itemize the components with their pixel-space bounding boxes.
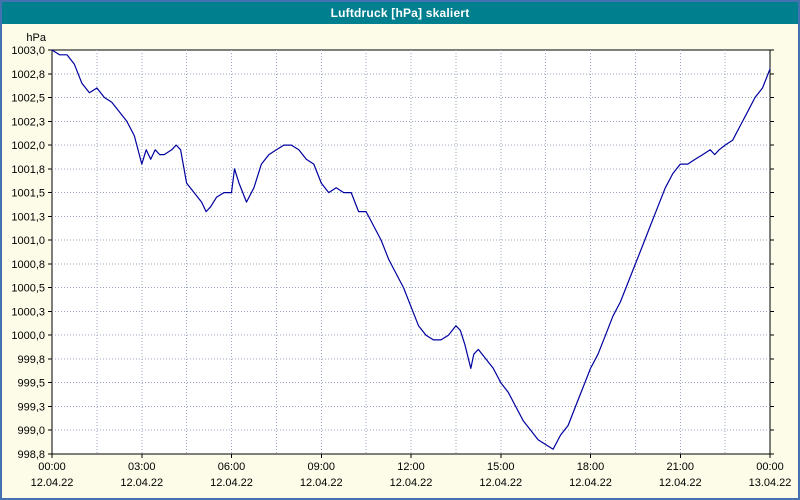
y-axis-tick-label: 999,3 [17, 401, 45, 413]
x-axis-date-label: 12.04.22 [31, 477, 74, 489]
x-axis-time-label: 09:00 [307, 461, 335, 473]
x-axis-date-label: 12.04.22 [120, 477, 163, 489]
window-title: Luftdruck [hPa] skaliert [330, 6, 470, 20]
pressure-chart: 1003,0 1002,8 1002,5 1002,3 1002,0 1001,8 1001… [11, 32, 792, 489]
y-axis-tick-label: 1003,0 [11, 45, 45, 57]
x-axis-date-label: 12.04.22 [210, 477, 253, 489]
x-axis-date-label: 12.04.22 [390, 477, 433, 489]
window-title-bar: Luftdruck [hPa] skaliert [2, 2, 798, 24]
y-axis-tick-label: 1000,5 [11, 283, 45, 295]
y-axis-tick-label: 1002,0 [11, 140, 45, 152]
x-axis-time-label: 21:00 [666, 461, 694, 473]
chart-area: 1003,0 1002,8 1002,5 1002,3 1002,0 1001,8 1001… [2, 24, 798, 498]
x-axis-date-label: 12.04.22 [659, 477, 702, 489]
x-axis-date-label: 12.04.22 [300, 477, 343, 489]
x-axis-date-label: 12.04.22 [569, 477, 612, 489]
x-axis-date-label: 12.04.22 [479, 477, 522, 489]
x-axis-time-label: 00:00 [756, 461, 784, 473]
x-axis-time-label: 12:00 [397, 461, 425, 473]
x-axis-time-label: 18:00 [577, 461, 605, 473]
x-axis-time-label: 00:00 [38, 461, 66, 473]
y-axis-tick-label: 1002,8 [11, 69, 45, 81]
y-axis-tick-label: 1002,3 [11, 116, 45, 128]
y-axis-tick-label: 1001,0 [11, 235, 45, 247]
x-axis-time-label: 15:00 [487, 461, 515, 473]
y-axis-tick-label: 1001,8 [11, 164, 45, 176]
y-axis-tick-label: 1001,5 [11, 188, 45, 200]
y-axis-tick-label: 999,0 [17, 425, 45, 437]
y-axis-tick-label: 998,8 [17, 449, 45, 461]
x-axis-time-label: 06:00 [218, 461, 246, 473]
y-axis-tick-label: 1002,5 [11, 93, 45, 105]
y-axis-unit-label: hPa [26, 32, 46, 44]
y-axis-tick-label: 1000,0 [11, 330, 45, 342]
x-axis-time-label: 03:00 [128, 461, 156, 473]
x-axis-date-label: 13.04.22 [749, 477, 792, 489]
y-axis-tick-label: 999,5 [17, 378, 45, 390]
y-axis-tick-label: 999,8 [17, 354, 45, 366]
pressure-line [51, 49, 771, 450]
y-axis-tick-label: 1000,3 [11, 306, 45, 318]
y-axis-tick-label: 1001,3 [11, 211, 45, 223]
y-axis-tick-label: 1000,8 [11, 259, 45, 271]
